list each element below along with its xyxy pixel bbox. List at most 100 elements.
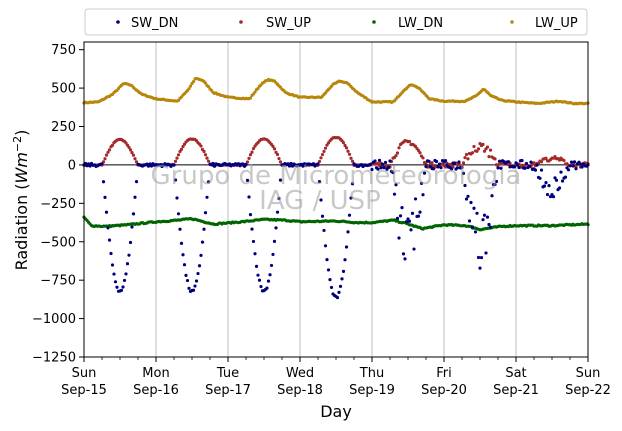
- data-point: [542, 184, 547, 188]
- data-point: [325, 143, 329, 147]
- data-point: [466, 157, 470, 161]
- data-point: [191, 288, 196, 292]
- data-point: [278, 160, 283, 164]
- data-point: [398, 214, 403, 218]
- data-point: [410, 211, 415, 215]
- data-point: [124, 272, 128, 276]
- legend-marker-lw-up: [510, 20, 514, 24]
- data-point: [256, 273, 260, 277]
- data-point: [268, 273, 272, 277]
- data-point: [424, 161, 428, 165]
- data-point: [487, 154, 491, 159]
- legend-entry-sw-dn: SW_DN: [116, 16, 178, 31]
- data-point: [113, 280, 118, 284]
- data-point: [544, 156, 548, 160]
- data-point: [203, 211, 208, 215]
- y-axis-title-unit: Wm: [12, 152, 31, 183]
- data-point: [464, 152, 469, 157]
- data-point: [203, 153, 208, 157]
- data-point: [277, 156, 281, 161]
- data-point: [322, 228, 326, 233]
- data-point: [248, 153, 253, 157]
- data-point: [205, 156, 209, 160]
- data-point: [370, 167, 374, 172]
- data-point: [346, 149, 350, 153]
- data-point: [187, 87, 191, 91]
- x-axis-ticks: Sun Sep-15 Mon Sep-16 Tue Sep-17 Wed Sep-18 Thu S…: [61, 357, 611, 398]
- data-point: [562, 158, 566, 163]
- y-tick-label: 0: [68, 158, 76, 173]
- data-point: [323, 244, 328, 248]
- data-point: [388, 159, 392, 163]
- data-point: [559, 170, 563, 174]
- data-point: [131, 153, 136, 157]
- data-point: [346, 230, 350, 234]
- y-tick-label: 500: [51, 82, 76, 97]
- data-point: [349, 196, 353, 200]
- data-point: [557, 186, 562, 190]
- data-point: [88, 164, 92, 168]
- data-point: [203, 81, 208, 85]
- data-point: [473, 230, 478, 234]
- data-point: [206, 85, 211, 89]
- data-point: [566, 168, 571, 172]
- legend-marker-sw-up: [239, 20, 243, 24]
- data-point: [554, 178, 559, 182]
- data-point: [124, 141, 128, 145]
- data-point: [128, 240, 133, 245]
- data-point: [278, 178, 283, 182]
- data-point: [269, 263, 274, 268]
- data-point: [338, 284, 343, 288]
- data-point: [380, 162, 385, 166]
- data-point: [421, 193, 425, 197]
- data-point: [563, 175, 568, 179]
- data-point: [533, 168, 538, 172]
- data-point: [443, 159, 448, 163]
- data-point: [191, 79, 196, 84]
- grid-lines: [155, 42, 517, 357]
- legend-label-lw-dn: LW_DN: [398, 16, 443, 31]
- data-point: [496, 166, 500, 170]
- data-point: [241, 162, 245, 166]
- data-point: [476, 147, 481, 151]
- data-point: [275, 152, 280, 157]
- data-point: [317, 180, 322, 184]
- data-point: [551, 195, 556, 199]
- data-point: [317, 159, 322, 164]
- y-tick-label: 250: [51, 120, 76, 135]
- x-tick-label-day: Sat: [505, 366, 526, 381]
- data-point: [490, 194, 494, 198]
- data-point: [128, 148, 133, 152]
- data-point: [499, 166, 503, 170]
- data-point: [523, 166, 527, 170]
- data-point: [311, 162, 316, 166]
- data-point: [569, 160, 574, 164]
- data-point: [199, 253, 203, 257]
- data-point: [244, 162, 248, 166]
- data-point: [461, 161, 466, 165]
- data-point: [107, 148, 112, 152]
- data-point: [460, 165, 464, 169]
- y-tick-label: −1250: [32, 351, 76, 366]
- x-tick-label-date: Sep-21: [493, 383, 539, 398]
- data-point: [484, 251, 488, 255]
- data-point: [175, 156, 179, 160]
- y-tick-label: −1000: [32, 312, 76, 327]
- data-point: [424, 164, 428, 169]
- data-point: [202, 149, 206, 154]
- data-point: [133, 195, 137, 199]
- data-point: [172, 163, 176, 167]
- data-point: [539, 168, 544, 172]
- data-point: [83, 161, 88, 166]
- x-tick-label-date: Sep-15: [61, 383, 107, 398]
- data-point: [103, 157, 107, 161]
- data-point: [475, 211, 479, 215]
- data-point: [482, 149, 487, 153]
- data-point: [178, 227, 182, 231]
- data-point: [176, 212, 181, 216]
- data-point: [401, 252, 406, 256]
- data-point: [377, 163, 382, 168]
- data-point: [409, 228, 413, 232]
- data-point: [463, 183, 467, 188]
- watermark-line-2: IAG / USP: [259, 186, 381, 216]
